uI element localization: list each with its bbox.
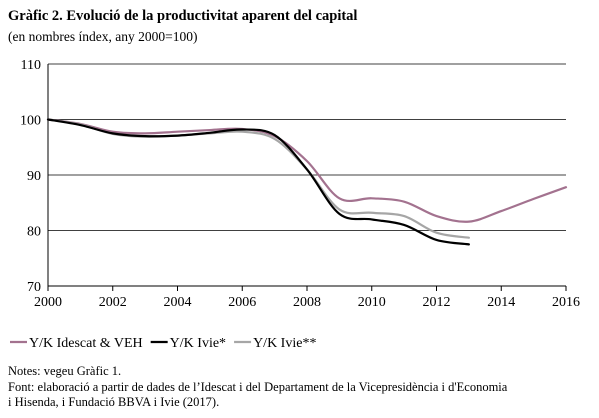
source-text-line1: Font: elaboració a partir de dades de l’… — [8, 379, 508, 394]
y-tick-label-100: 100 — [20, 114, 41, 129]
x-tick-label-2002: 2002 — [99, 295, 127, 310]
x-tick-label-2016: 2016 — [552, 295, 580, 310]
x-tick-label-2004: 2004 — [164, 295, 192, 310]
series-line-2 — [46, 118, 470, 246]
x-tick-label-2008: 2008 — [293, 295, 321, 310]
notes-text: Notes: vegeu Gràfic 1. — [8, 364, 122, 378]
x-tick-label-2010: 2010 — [358, 295, 386, 310]
series-line-3 — [46, 118, 470, 239]
series-line-1 — [46, 118, 568, 223]
legend-label-3: Y/K Ivie** — [253, 336, 316, 351]
x-tick-label-2014: 2014 — [487, 295, 515, 310]
chart-title: Gràfic 2. Evolució de la productivitat a… — [8, 8, 358, 24]
y-tick-label-80: 80 — [27, 225, 41, 240]
x-tick-label-2000: 2000 — [34, 295, 62, 310]
legend-label-2: Y/K Ivie* — [170, 336, 226, 351]
x-tick-label-2012: 2012 — [423, 295, 451, 310]
y-tick-label-70: 70 — [27, 280, 41, 295]
x-tick-label-2006: 2006 — [228, 295, 256, 310]
y-tick-label-110: 110 — [21, 58, 41, 73]
chart-subtitle: (en nombres índex, any 2000=100) — [8, 29, 198, 44]
source-text-line2: i Hisenda, i Fundació BBVA i Ivie (2017)… — [8, 395, 220, 409]
notes-block: Notes: vegeu Gràfic 1. Font: elaboració … — [8, 364, 507, 411]
legend-label-1: Y/K Idescat & VEH — [29, 336, 143, 351]
y-tick-label-90: 90 — [27, 169, 41, 184]
